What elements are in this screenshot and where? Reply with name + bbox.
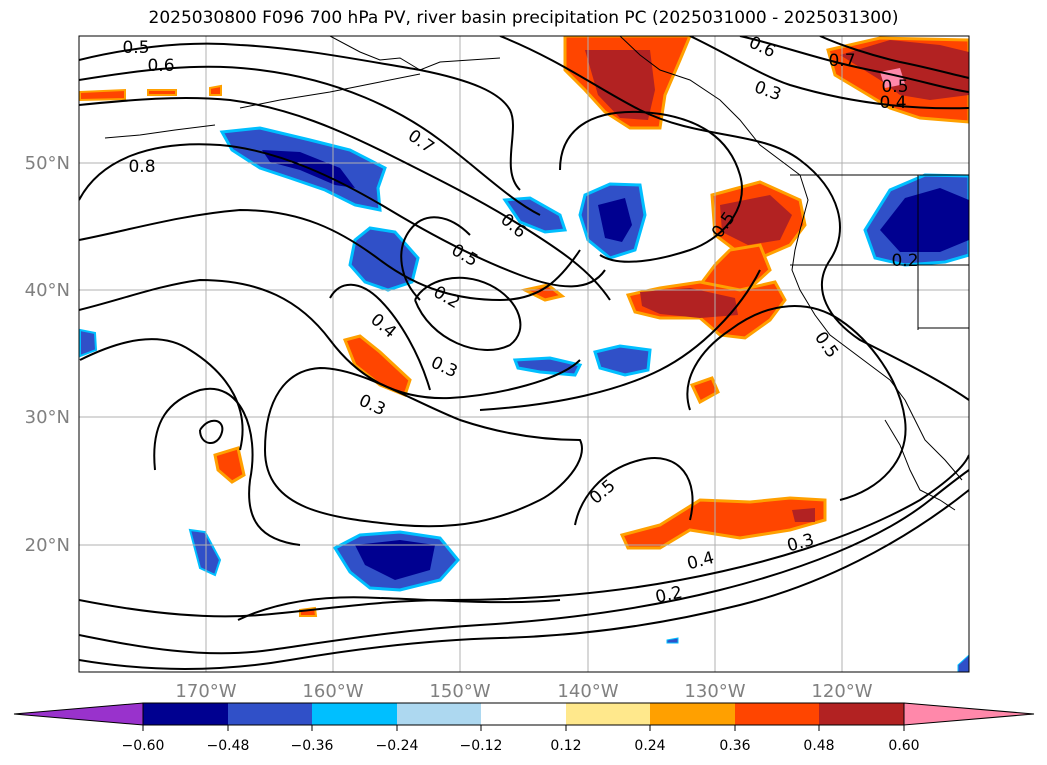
colorbar-max-extend <box>903 702 1035 726</box>
gridlines <box>79 36 969 672</box>
lon-label: 170°W <box>175 681 236 702</box>
map-panel: 0.5 0.6 0.8 0.7 0.6 0.5 0.2 0.4 0.3 0.3 … <box>79 36 969 672</box>
colorbar-bin <box>228 703 312 725</box>
lon-label: 130°W <box>684 681 745 702</box>
colorbar-tick-label: 0.12 <box>550 738 581 754</box>
colorbar-tick-label: −0.48 <box>207 738 250 754</box>
coastlines <box>104 36 969 511</box>
lon-label: 150°W <box>429 681 490 702</box>
colorbar-bin <box>819 703 904 725</box>
contour-label: 0.4 <box>879 93 906 113</box>
longitude-labels: 170°W 160°W 150°W 140°W 130°W 120°W <box>175 681 872 702</box>
colorbar-min-extend <box>13 702 144 726</box>
colorbar-tick-label: 0.24 <box>634 738 665 754</box>
contour-label: 0.8 <box>128 157 155 177</box>
colorbar-tick-label: −0.12 <box>460 738 503 754</box>
latitude-labels: 50°N 40°N 30°N 20°N <box>25 153 70 556</box>
lat-label: 30°N <box>25 407 70 428</box>
colorbar-tick-label: 0.60 <box>888 738 919 754</box>
colorbar-bin <box>735 703 819 725</box>
colorbar-bin <box>397 703 481 725</box>
lon-label: 120°W <box>811 681 872 702</box>
contour-label: 0.7 <box>828 51 855 71</box>
colorbar-bin <box>650 703 735 725</box>
colorbar-tick-labels: −0.60 −0.48 −0.36 −0.24 −0.12 0.12 0.24 … <box>122 738 920 754</box>
lon-label: 140°W <box>557 681 618 702</box>
contour-label: 0.6 <box>147 56 174 76</box>
lat-label: 20°N <box>25 535 70 556</box>
colorbar-tick-label: 0.36 <box>719 738 750 754</box>
chart-title: 2025030800 F096 700 hPa PV, river basin … <box>148 8 899 28</box>
colorbar-tick-label: −0.24 <box>376 738 419 754</box>
colorbar-tick-label: 0.48 <box>803 738 834 754</box>
lat-label: 50°N <box>25 153 70 174</box>
colorbar-tick-label: −0.60 <box>122 738 165 754</box>
colorbar-bin <box>481 703 566 725</box>
colorbar-bin <box>312 703 397 725</box>
lon-label: 160°W <box>302 681 363 702</box>
colorbar-tick-label: −0.36 <box>291 738 334 754</box>
colorbar-bin <box>566 703 650 725</box>
contour-label: 0.5 <box>122 38 149 58</box>
colorbar: −0.60 −0.48 −0.36 −0.24 −0.12 0.12 0.24 … <box>13 702 1035 754</box>
map-frame <box>78 35 970 673</box>
lat-label: 40°N <box>25 280 70 301</box>
colorbar-bin <box>143 703 228 725</box>
contour-label: 0.5 <box>881 77 908 97</box>
pv-contours <box>79 36 969 670</box>
contour-label: 0.2 <box>891 251 918 271</box>
